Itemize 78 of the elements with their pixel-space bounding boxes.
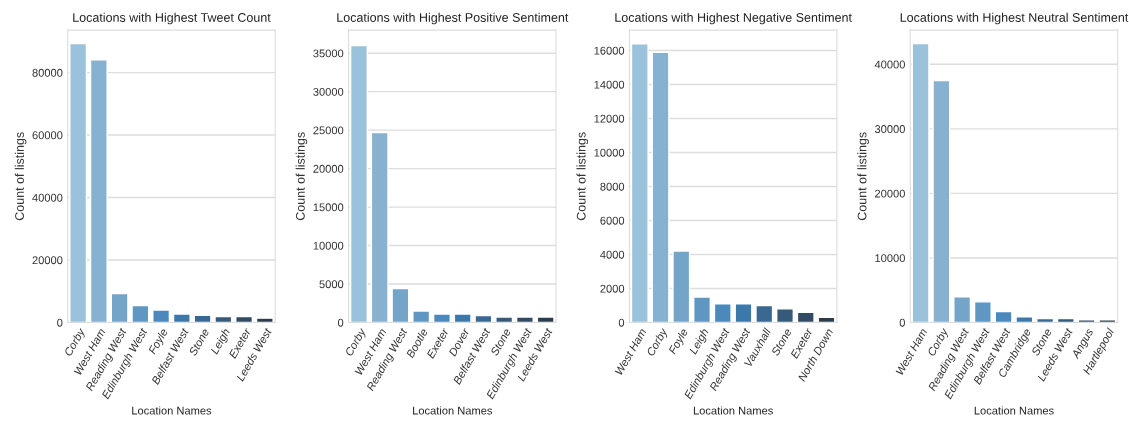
bar (495, 316, 514, 323)
bar (1098, 319, 1117, 323)
bar (713, 303, 732, 323)
bar (693, 296, 712, 323)
y-tick-label: 25000 (313, 126, 344, 135)
bar (131, 304, 150, 323)
bar (630, 43, 649, 323)
bar (349, 44, 368, 323)
bar (734, 303, 753, 323)
y-tick-label: 0 (337, 318, 344, 327)
y-tick-label: 2000 (600, 284, 625, 293)
y-axis-title: Count of listings (14, 132, 27, 221)
x-axis-title: Location Names (132, 406, 212, 415)
y-tick-label: 6000 (600, 216, 625, 225)
bar (172, 313, 191, 323)
bar (193, 314, 212, 323)
bar (412, 310, 431, 323)
bar (672, 250, 691, 323)
y-axis-title: Count of listings (295, 132, 308, 221)
y-tick-label: 8000 (600, 182, 625, 191)
x-axis-title: Location Names (413, 406, 493, 415)
y-tick-label: 5000 (319, 280, 344, 289)
y-tick-label: 14000 (594, 80, 625, 89)
chart-title: Locations with Highest Negative Sentiment (615, 12, 852, 25)
bar (651, 51, 670, 323)
x-axis-title: Location Names (974, 406, 1054, 415)
bar (453, 313, 472, 323)
y-tick-label: 10000 (313, 241, 344, 250)
bar (515, 316, 534, 323)
chart-title: Locations with Highest Neutral Sentiment (900, 12, 1129, 25)
y-tick-label: 20000 (875, 189, 905, 198)
bar (796, 311, 815, 323)
chart-title: Locations with Highest Positive Sentiment (337, 12, 569, 25)
bar (474, 314, 493, 323)
x-axis-title: Location Names (693, 406, 773, 415)
y-tick-label: 10000 (594, 148, 625, 157)
bar (1015, 315, 1034, 323)
y-axis-title: Count of listings (857, 132, 869, 221)
y-tick-label: 30000 (313, 87, 344, 96)
y-tick-label: 4000 (600, 250, 625, 259)
bar (432, 313, 451, 323)
bar (1056, 317, 1075, 323)
y-tick-label: 0 (618, 318, 625, 327)
y-tick-label: 30000 (874, 125, 905, 133)
bar (911, 42, 930, 323)
bar (214, 315, 233, 323)
bar (755, 304, 774, 323)
bar (370, 131, 389, 323)
bar (953, 295, 972, 323)
y-tick-label: 35000 (313, 49, 344, 58)
y-tick-label: 60000 (32, 131, 63, 140)
y-tick-label: 0 (57, 318, 63, 327)
bar (391, 287, 410, 323)
y-tick-label: 0 (899, 318, 905, 327)
bar (89, 59, 108, 323)
bar (110, 292, 129, 323)
y-tick-label: 12000 (594, 114, 625, 123)
bar (776, 308, 795, 323)
bar (536, 316, 555, 323)
y-tick-label: 40000 (32, 193, 63, 202)
y-tick-label: 10000 (875, 254, 905, 263)
bar (973, 301, 992, 323)
y-axis-title: Count of listings (576, 132, 589, 221)
y-tick-label: 80000 (32, 68, 63, 77)
y-tick-label: 15000 (313, 203, 344, 212)
bar (235, 315, 254, 323)
bar (69, 42, 88, 323)
y-tick-label: 16000 (594, 46, 625, 55)
chart-title: Locations with Highest Tweet Count (73, 12, 271, 25)
bar (994, 310, 1013, 323)
bar (932, 79, 951, 323)
bar (1077, 319, 1096, 323)
y-tick-label: 20000 (313, 164, 344, 173)
bar (152, 309, 171, 323)
y-tick-label: 40000 (874, 60, 905, 69)
bar (1036, 317, 1055, 323)
y-tick-label: 20000 (32, 256, 63, 265)
bar (255, 317, 274, 323)
